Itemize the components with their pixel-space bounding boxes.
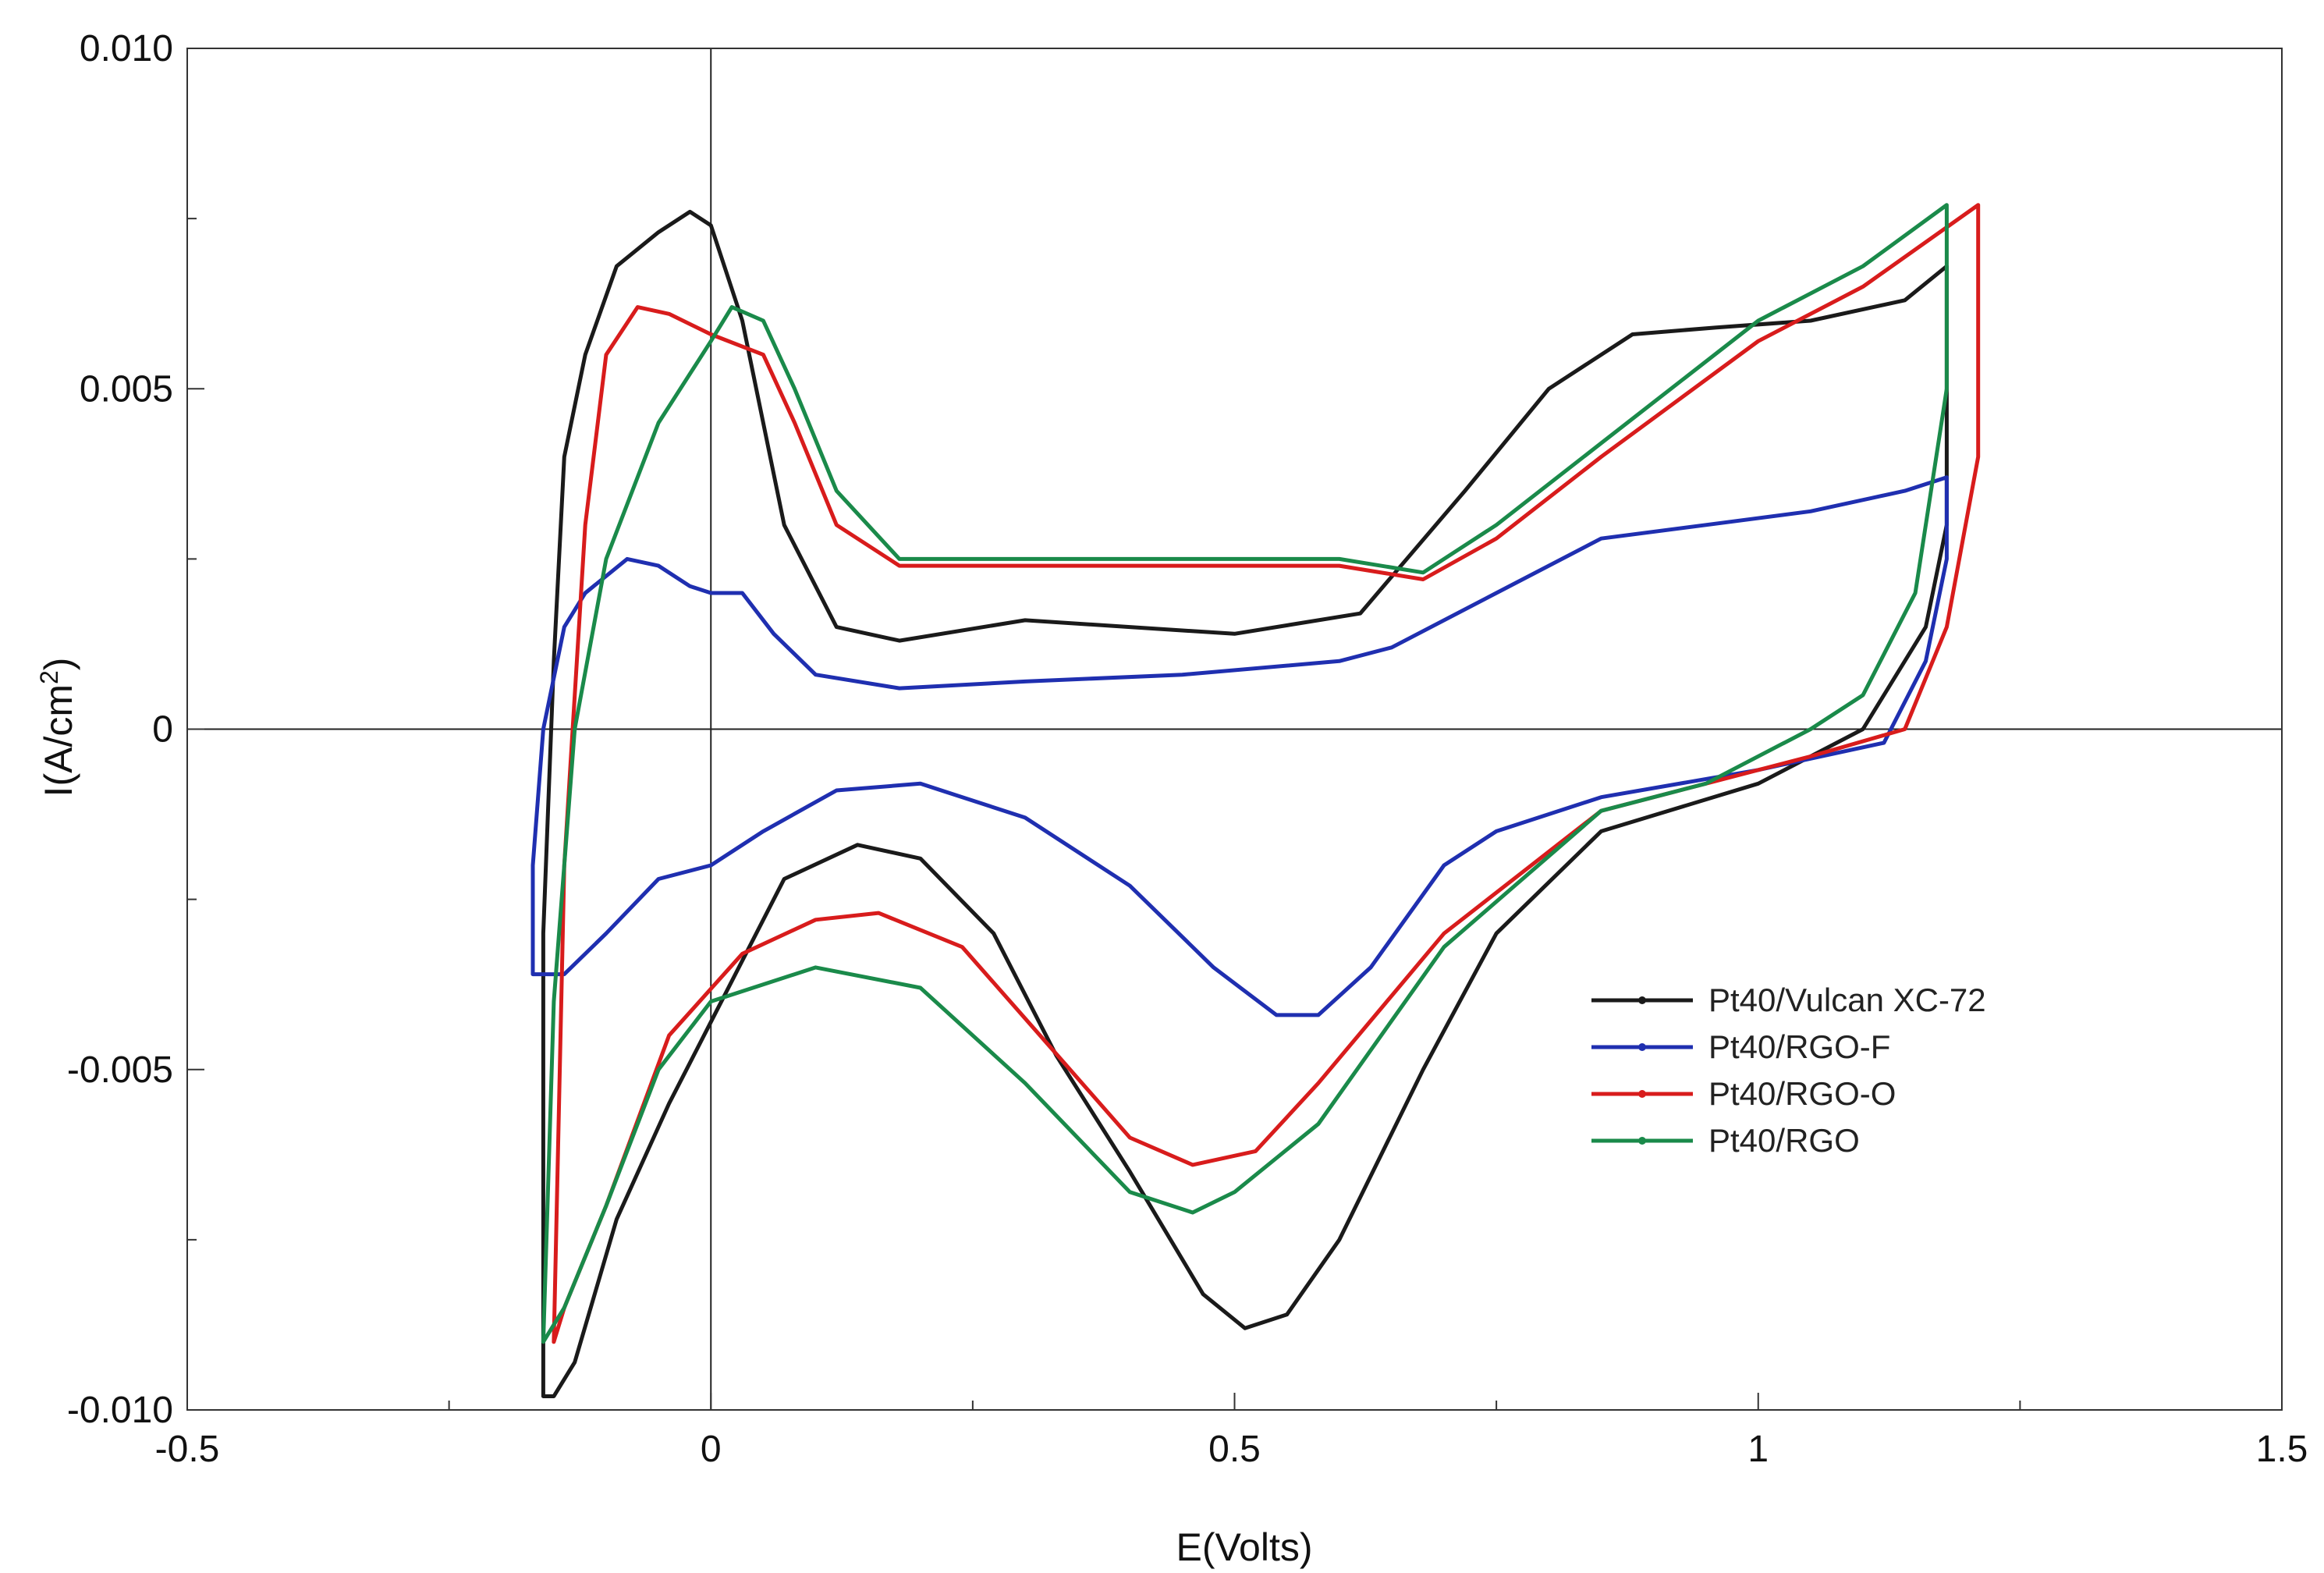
legend-marker [1638, 996, 1646, 1004]
y-tick-label: -0.010 [67, 1390, 173, 1431]
axis-titles: E(Volts) I(A/cm2) [35, 658, 1313, 1569]
legend-marker [1638, 1137, 1646, 1145]
axis-ticks: -0.5 0 0.5 1 1.5 0.010 0.005 0 -0.005 -0.010 [67, 28, 2308, 1470]
x-tick-label: 0.5 [1208, 1429, 1261, 1470]
x-axis-title: E(Volts) [1176, 1525, 1312, 1569]
legend: Pt40/Vulcan XC-72 Pt40/RGO-F Pt40/RGO-O Pt4… [1591, 982, 1986, 1159]
y-tick-label: 0.005 [80, 368, 173, 410]
series-layer [530, 203, 1981, 1398]
legend-marker [1638, 1090, 1646, 1098]
x-tick-label: 1 [1747, 1429, 1769, 1470]
legend-label: Pt40/RGO [1708, 1122, 1860, 1159]
series-pt40-vulcan-xc-72 [541, 209, 1949, 1398]
series-pt40-rgo-o [552, 203, 1981, 1344]
y-axis-title-prefix: I(A/cm [37, 684, 80, 797]
legend-label: Pt40/RGO-F [1708, 1028, 1890, 1065]
y-tick-label: 0 [152, 709, 173, 751]
legend-label: Pt40/RGO-O [1708, 1075, 1896, 1112]
y-axis-title-suffix: ) [37, 658, 80, 671]
x-tick-label: -0.5 [155, 1429, 220, 1470]
legend-label: Pt40/Vulcan XC-72 [1708, 982, 1986, 1018]
zero-lines [187, 48, 2282, 1410]
y-tick-label: -0.005 [67, 1049, 173, 1091]
y-axis-title: I(A/cm2) [35, 658, 80, 797]
series-pt40-rgo-f [530, 475, 1949, 1017]
y-axis-title-superscript: 2 [35, 670, 63, 684]
y-tick-label: 0.010 [80, 28, 173, 69]
x-tick-label: 0 [701, 1429, 722, 1470]
legend-marker [1638, 1043, 1646, 1051]
x-tick-label: 1.5 [2256, 1429, 2308, 1470]
series-pt40-rgo [541, 203, 1949, 1344]
